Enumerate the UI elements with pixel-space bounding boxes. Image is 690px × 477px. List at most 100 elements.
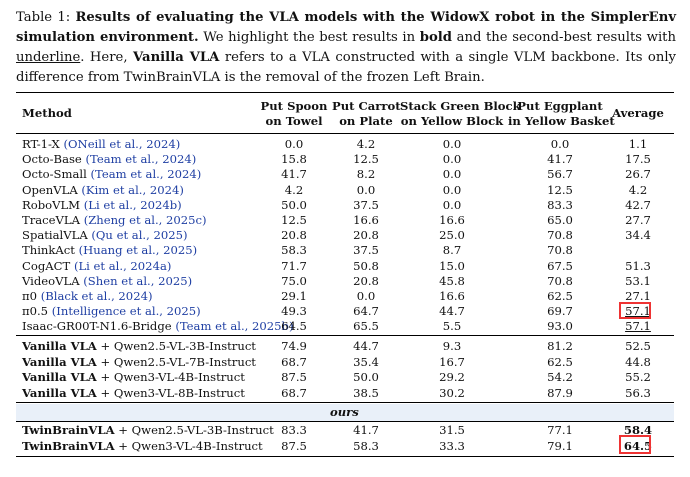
citation-link[interactable]: (Team et al., 2024) <box>85 152 197 167</box>
method-name: OpenVLA <box>22 182 78 197</box>
backbone-suffix: + Qwen3-VL-4B-Instruct <box>118 438 263 453</box>
value-cell: 70.8 <box>547 273 573 288</box>
value-cell: 62.5 <box>547 289 573 303</box>
value-cell: 0.0 <box>442 182 462 197</box>
value-cell: 42.7 <box>625 197 651 212</box>
method-cell: VideoVLA (Shen et al., 2025) <box>22 274 192 288</box>
citation-link[interactable]: (Zheng et al., 2025c) <box>83 213 207 227</box>
baseline-group-rule <box>16 335 674 336</box>
value-cell: 53.1 <box>625 273 651 288</box>
value-cell: 44.7 <box>439 304 465 319</box>
method-cell: Isaac-GR00T-N1.6-Bridge (Team et al., 20… <box>22 319 293 333</box>
value-cell: 0.0 <box>284 137 304 151</box>
highlight-box-twinbrain-average <box>619 435 651 454</box>
value-cell: 68.7 <box>281 354 307 369</box>
header-stack-block-l1: Stack Green Block <box>400 99 521 113</box>
value-cell: 33.3 <box>439 438 465 453</box>
citation-link[interactable]: (Team et al., 2025b) <box>175 319 294 334</box>
value-cell: 37.5 <box>353 197 379 212</box>
value-cell: 0.0 <box>442 167 462 182</box>
value-cell: 0.0 <box>550 137 570 151</box>
value-cell: 17.5 <box>625 152 651 167</box>
value-cell: 50.0 <box>353 370 379 385</box>
value-cell: 41.7 <box>353 423 379 437</box>
citation-link[interactable]: (Li et al., 2024b) <box>83 197 182 212</box>
value-cell: 8.2 <box>356 167 376 182</box>
value-cell: 49.3 <box>281 304 307 319</box>
backbone-suffix: + Qwen3-VL-4B-Instruct <box>100 370 245 385</box>
citation-link[interactable]: (Shen et al., 2025) <box>83 273 193 288</box>
value-cell: 62.5 <box>547 354 573 369</box>
citation-link[interactable]: (Huang et al., 2025) <box>78 243 198 258</box>
value-cell: 29.1 <box>281 289 307 303</box>
method-name: RT-1-X <box>22 137 60 151</box>
value-cell: 20.8 <box>281 228 307 243</box>
method-name: π0.5 <box>22 304 49 319</box>
table-top-rule <box>16 92 674 94</box>
value-cell: 56.7 <box>547 167 573 182</box>
backbone-suffix: + Qwen2.5-VL-7B-Instruct <box>100 354 256 369</box>
value-cell: 0.0 <box>442 197 462 212</box>
citation-link[interactable]: (Team et al., 2024) <box>90 167 202 182</box>
value-cell: 65.0 <box>547 213 573 227</box>
value-cell: 35.4 <box>353 354 379 369</box>
method-cell: RoboVLM (Li et al., 2024b) <box>22 198 182 212</box>
citation-link[interactable]: (Black et al., 2024) <box>40 289 153 303</box>
table-bottom-rule <box>16 456 674 458</box>
value-cell: 29.2 <box>439 370 465 385</box>
value-cell: 70.8 <box>547 228 573 243</box>
value-cell: 87.9 <box>547 385 573 400</box>
method-cell: SpatialVLA (Qu et al., 2025) <box>22 228 188 242</box>
caption-underline-word: underline <box>16 50 81 65</box>
ours-rule <box>16 421 674 422</box>
value-cell: 30.2 <box>439 385 465 400</box>
citation-link[interactable]: (Qu et al., 2025) <box>91 228 188 243</box>
value-cell: 93.0 <box>547 319 573 334</box>
method-name: TraceVLA <box>22 213 80 227</box>
value-cell: 0.0 <box>442 137 462 151</box>
value-cell: 12.5 <box>281 213 307 227</box>
method-cell: Octo-Small (Team et al., 2024) <box>22 167 201 181</box>
header-put-carrot-l1: Put Carrot <box>332 99 401 113</box>
value-cell: 44.8 <box>625 354 651 369</box>
value-cell: 67.5 <box>547 258 573 273</box>
method-name: Vanilla VLA <box>22 339 97 353</box>
value-cell: 31.5 <box>439 423 465 437</box>
value-cell: 55.2 <box>625 370 651 385</box>
header-put-spoon-l1: Put Spoon <box>260 99 328 113</box>
value-cell: 56.3 <box>625 385 651 400</box>
method-cell: Vanilla VLA + Qwen3-VL-4B-Instruct <box>22 370 245 384</box>
value-cell: 0.0 <box>356 182 376 197</box>
value-cell: 77.1 <box>547 423 573 437</box>
value-cell: 75.0 <box>281 273 307 288</box>
method-name: Vanilla VLA <box>22 354 97 369</box>
value-cell: 58.3 <box>281 243 307 258</box>
value-cell: 15.0 <box>439 258 465 273</box>
value-cell: 45.8 <box>439 273 465 288</box>
value-cell: 64.5 <box>623 438 653 453</box>
citation-link[interactable]: (ONeill et al., 2024) <box>63 137 181 151</box>
value-cell: 12.5 <box>547 182 573 197</box>
value-cell: 68.7 <box>281 385 307 400</box>
method-name: TwinBrainVLA <box>22 423 115 437</box>
value-cell: 52.5 <box>625 339 651 353</box>
value-cell: 65.5 <box>353 319 379 334</box>
value-cell: 4.2 <box>284 182 304 197</box>
method-cell: Vanilla VLA + Qwen2.5-VL-7B-Instruct <box>22 355 256 369</box>
value-cell: 81.2 <box>547 339 573 353</box>
value-cell: 64.5 <box>281 319 307 334</box>
method-cell: ThinkAct (Huang et al., 2025) <box>22 243 197 257</box>
header-put-spoon-l2: on Towel <box>265 114 323 128</box>
ours-label: ours <box>330 405 359 419</box>
value-cell: 50.0 <box>281 197 307 212</box>
value-cell: 15.8 <box>281 152 307 167</box>
value-cell: 58.3 <box>353 438 379 453</box>
citation-link[interactable]: (Intelligence et al., 2025) <box>51 304 201 319</box>
value-cell: 4.2 <box>356 137 376 151</box>
vanilla-group-rule <box>16 402 674 403</box>
method-name: π0 <box>22 289 37 303</box>
value-cell: 25.0 <box>439 228 465 243</box>
citation-link[interactable]: (Kim et al., 2024) <box>81 182 184 197</box>
value-cell: 9.3 <box>442 339 462 353</box>
citation-link[interactable]: (Li et al., 2024a) <box>73 258 172 273</box>
